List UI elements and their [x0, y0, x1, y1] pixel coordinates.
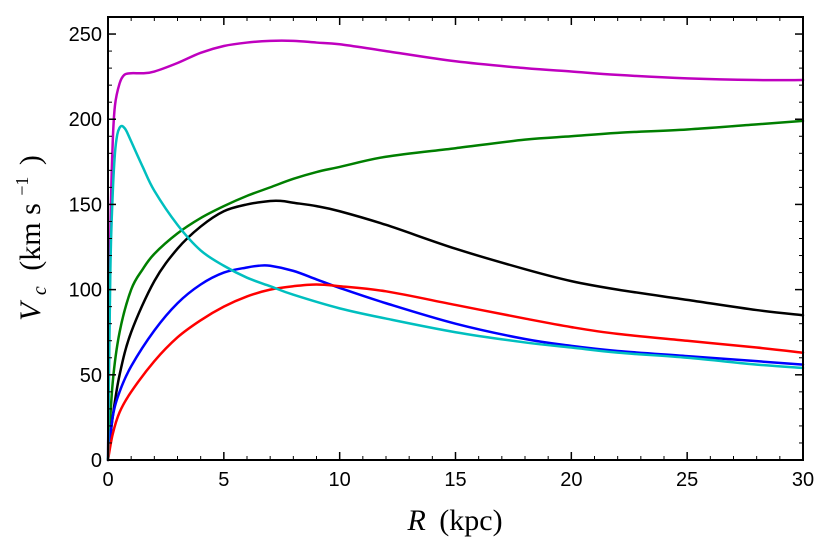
series-line-gas-2	[106, 283, 805, 462]
y-axis-subscript: c	[29, 286, 51, 295]
x-tick-label: 0	[102, 469, 113, 491]
y-tick-label: 50	[80, 365, 102, 387]
x-tick-label: 5	[218, 469, 229, 491]
y-axis-unit: (km s	[14, 203, 47, 271]
series-line-halo	[106, 119, 805, 462]
x-tick-label: 30	[792, 469, 814, 491]
series-line-gas-1	[106, 264, 805, 462]
x-tick-label: 20	[560, 469, 582, 491]
y-axis-close: )	[14, 155, 47, 165]
x-tick-label: 25	[676, 469, 698, 491]
y-tick-label: 100	[69, 280, 102, 302]
series-line-bulge	[106, 124, 805, 462]
x-tick-label: 10	[329, 469, 351, 491]
x-tick-label: 15	[444, 469, 466, 491]
y-axis-label: V c (km s −1 )	[2, 155, 53, 321]
x-axis-unit: (kpc)	[439, 504, 502, 537]
axes-layer: 0 5 10 15 20 25 30 0 50 100 150 200 250	[69, 16, 814, 491]
series-layer	[106, 39, 805, 462]
x-axis-label: R (kpc)	[406, 504, 502, 537]
series-line-disk	[106, 199, 805, 462]
x-axis-symbol: R	[406, 504, 425, 537]
y-tick-label: 200	[69, 109, 102, 131]
y-tick-label: 250	[69, 24, 102, 46]
y-axis-symbol: V	[14, 299, 47, 321]
plot-frame	[107, 16, 804, 461]
y-tick-label: 0	[91, 450, 102, 472]
y-axis-exponent: −1	[12, 177, 32, 196]
series-line-total	[106, 39, 805, 462]
y-tick-label: 150	[69, 194, 102, 216]
